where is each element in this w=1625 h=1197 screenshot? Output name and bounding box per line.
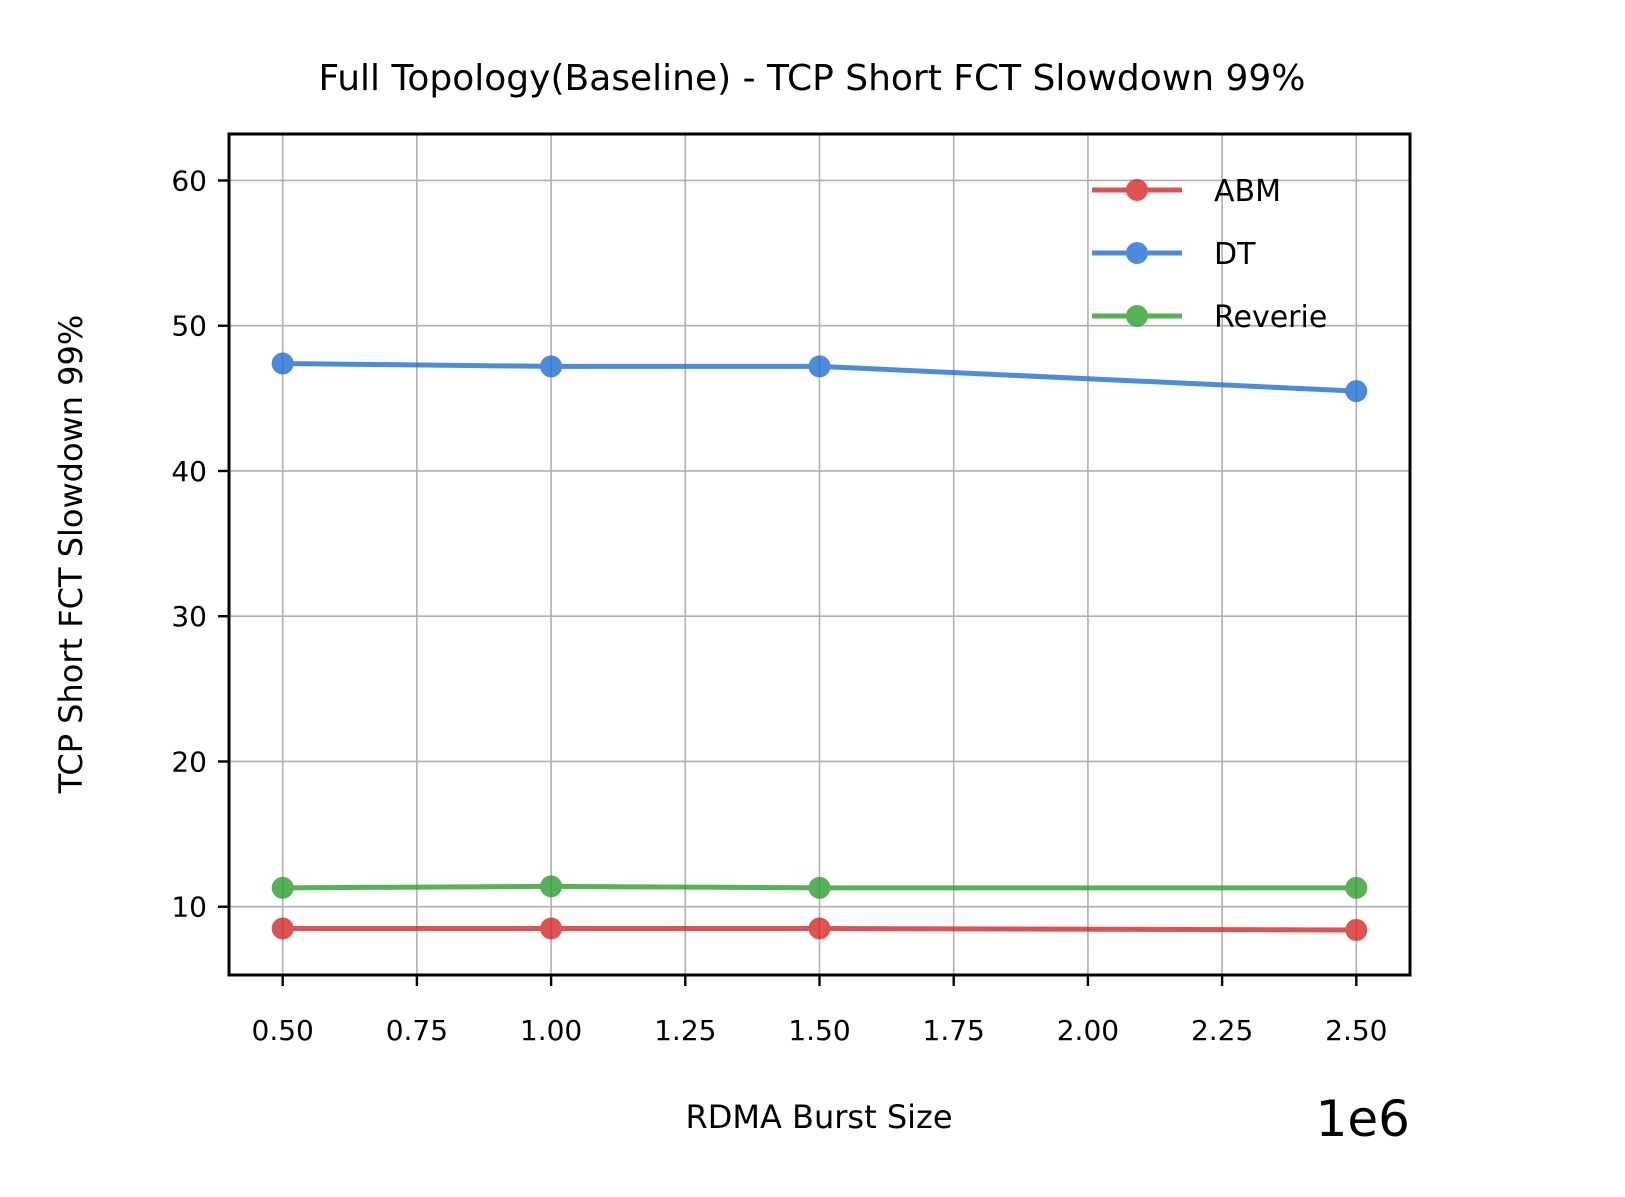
series-line-abm <box>282 926 1357 933</box>
data-point-reverie <box>271 876 294 899</box>
legend-item-dt: DT <box>1092 237 1256 272</box>
chart-title: Full Topology(Baseline) - TCP Short FCT … <box>319 58 1306 99</box>
data-point-reverie <box>1345 876 1368 899</box>
x-tick-label: 0.75 <box>386 1014 448 1047</box>
legend-label-reverie: Reverie <box>1214 300 1327 335</box>
data-point-abm <box>808 917 831 940</box>
legend-item-abm: ABM <box>1092 174 1281 209</box>
y-tick-label: 10 <box>171 891 207 924</box>
legend-marker-reverie <box>1126 305 1148 327</box>
x-axis-ticks: 0.50 0.75 1.00 1.25 1.50 1.75 2.00 2.25 2.50 <box>252 975 1387 1047</box>
data-point-reverie <box>540 875 563 898</box>
data-point-abm <box>540 917 563 940</box>
data-point-abm <box>271 917 294 940</box>
series-line-reverie <box>282 883 1357 891</box>
y-axis-label: TCP Short FCT Slowdown 99% <box>52 315 90 795</box>
x-tick-label: 2.50 <box>1325 1014 1387 1047</box>
y-tick-label: 20 <box>171 745 207 778</box>
x-tick-label: 2.25 <box>1191 1014 1253 1047</box>
x-tick-label: 2.00 <box>1057 1014 1119 1047</box>
x-tick-label: 1.25 <box>654 1014 716 1047</box>
legend-marker-dt <box>1126 242 1148 264</box>
legend-marker-abm <box>1126 179 1148 201</box>
x-tick-label: 1.75 <box>923 1014 985 1047</box>
x-axis-label: RDMA Burst Size <box>685 1098 952 1136</box>
x-tick-label: 0.50 <box>252 1014 314 1047</box>
data-point-dt <box>271 352 294 375</box>
legend-swatch-reverie <box>1092 305 1182 327</box>
data-point-reverie <box>808 876 831 899</box>
series-line-dt <box>282 360 1357 394</box>
series-dt <box>271 352 1368 403</box>
series-layer <box>271 352 1368 941</box>
data-point-dt <box>1345 380 1368 403</box>
legend-item-reverie: Reverie <box>1092 300 1327 335</box>
data-point-dt <box>540 355 563 378</box>
data-point-abm <box>1345 918 1368 941</box>
x-tick-label: 1.50 <box>788 1014 850 1047</box>
series-reverie <box>271 875 1368 899</box>
grid <box>229 134 1410 975</box>
legend-swatch-abm <box>1092 179 1182 201</box>
legend-label-dt: DT <box>1214 237 1256 272</box>
x-tick-label: 1.00 <box>520 1014 582 1047</box>
y-tick-label: 30 <box>171 600 207 633</box>
x-axis-offset-label: 1e6 <box>1316 1090 1410 1148</box>
legend: ABM DT Reverie <box>1092 174 1327 335</box>
y-tick-label: 40 <box>171 455 207 488</box>
y-axis-ticks: 10 20 30 40 50 60 <box>171 164 229 924</box>
y-tick-label: 50 <box>171 310 207 343</box>
data-point-dt <box>808 355 831 378</box>
legend-label-abm: ABM <box>1214 174 1281 209</box>
y-tick-label: 60 <box>171 164 207 197</box>
legend-swatch-dt <box>1092 242 1182 264</box>
series-abm <box>271 917 1368 941</box>
